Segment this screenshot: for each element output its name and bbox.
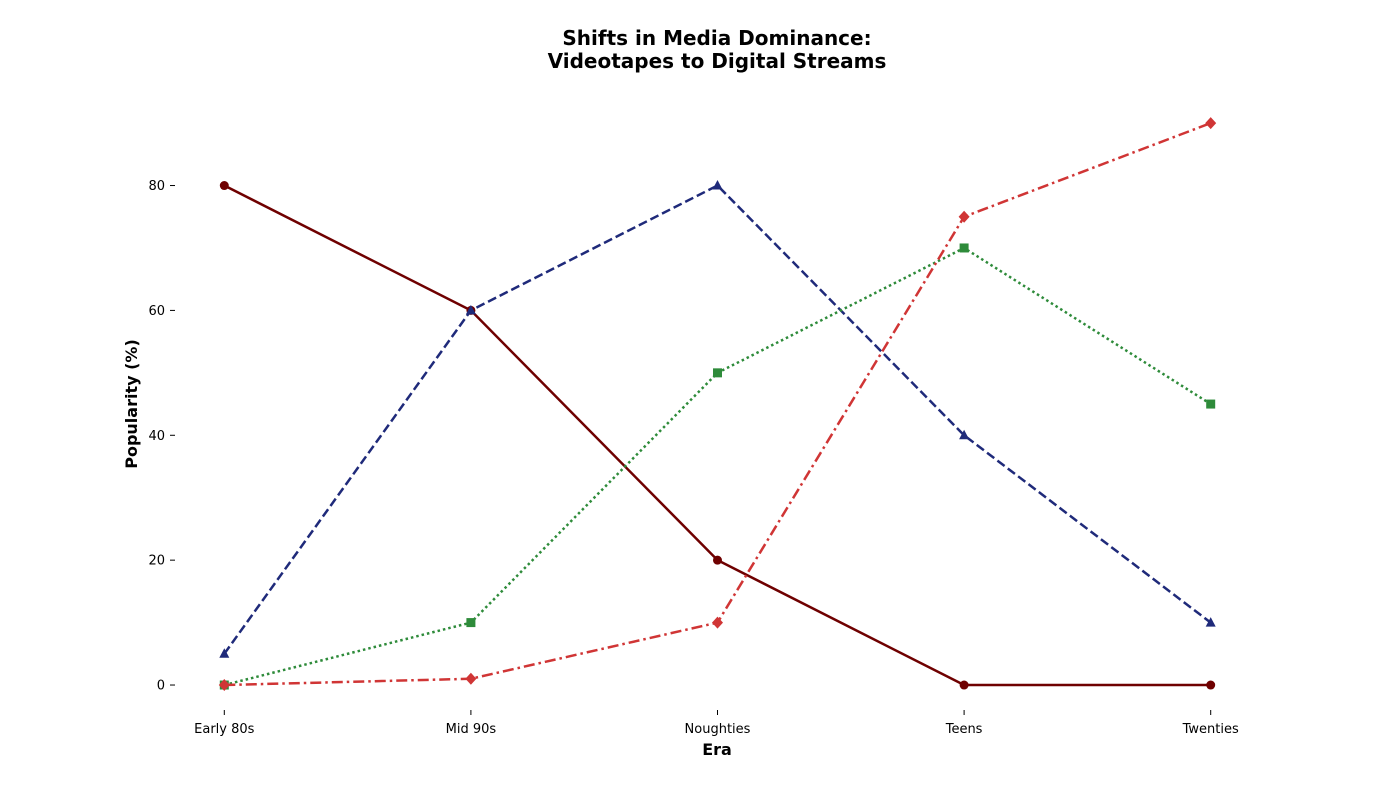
data-point-red: [958, 210, 970, 223]
data-point-red: [1205, 117, 1217, 130]
y-axis-ticks: 0 20 40 60 80: [148, 179, 175, 694]
data-point-maroon: [1206, 680, 1216, 690]
data-point-green: [466, 618, 476, 628]
y-tick-label: 40: [148, 429, 165, 444]
series-line-navy: [223, 184, 1212, 655]
data-point-maroon: [959, 680, 969, 690]
y-tick-label: 80: [148, 179, 165, 194]
x-tick-label: Mid 90s: [446, 722, 497, 737]
x-axis-ticks: Early 80s Mid 90s Noughties Teens Twenties: [194, 710, 1239, 737]
data-point-maroon: [713, 555, 722, 565]
data-point-navy: [219, 648, 230, 658]
series-line-maroon: [223, 184, 1211, 687]
data-point-navy: [1205, 617, 1216, 627]
y-tick-label: 60: [148, 304, 165, 319]
y-axis-label: Popularity (%): [122, 339, 141, 469]
data-point-red: [465, 672, 477, 685]
data-point-maroon: [219, 181, 229, 191]
data-point-green: [1206, 399, 1216, 409]
data-point-navy: [712, 180, 723, 190]
y-tick-label: 20: [148, 554, 165, 569]
series-layer: [218, 117, 1217, 692]
series-line-red: [224, 121, 1212, 687]
x-tick-label: Early 80s: [194, 722, 255, 737]
series-maroon: [219, 181, 1216, 690]
data-point-navy: [465, 304, 476, 315]
data-point-green: [959, 243, 969, 253]
data-point-green: [713, 368, 722, 378]
y-tick-label: 0: [157, 679, 165, 694]
data-point-navy: [959, 429, 970, 440]
series-navy: [219, 180, 1216, 658]
chart-title-line-2: Videotapes to Digital Streams: [548, 49, 887, 73]
x-axis-label: Era: [702, 740, 732, 759]
chart-title-line-1: Shifts in Media Dominance:: [562, 26, 871, 50]
x-tick-label: Noughties: [685, 722, 751, 737]
data-point-red: [218, 679, 230, 692]
series-red: [218, 117, 1217, 692]
x-tick-label: Teens: [945, 722, 983, 737]
x-tick-label: Twenties: [1182, 722, 1239, 737]
data-point-red: [712, 616, 723, 629]
